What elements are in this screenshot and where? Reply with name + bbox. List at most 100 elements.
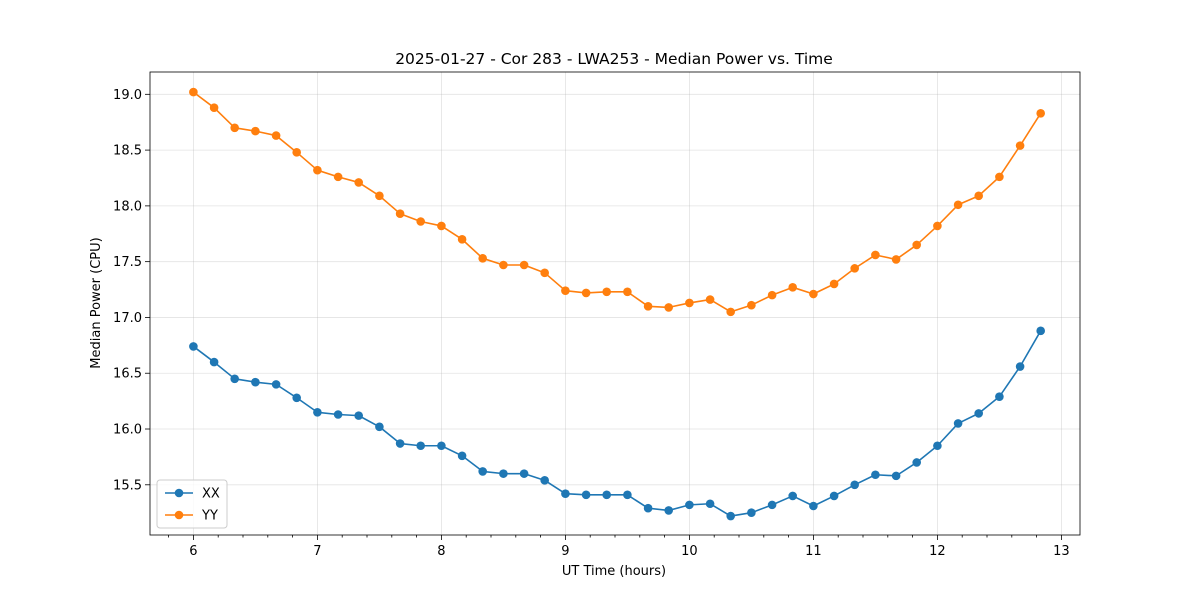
data-point-yy [705, 295, 715, 304]
y-tick-label: 18.0 [113, 199, 142, 214]
data-point-xx [664, 506, 673, 515]
data-point-xx [995, 392, 1004, 401]
x-tick-label: 12 [929, 544, 946, 559]
x-tick-label: 7 [313, 544, 321, 559]
data-point-xx [416, 441, 425, 451]
data-point-xx [395, 439, 405, 448]
data-point-xx [685, 500, 694, 510]
data-point-xx [313, 407, 322, 417]
data-point-xx [933, 441, 942, 451]
data-point-xx [643, 503, 653, 513]
y-tick-label: 17.5 [113, 255, 142, 270]
data-point-yy [747, 300, 756, 310]
data-point-xx [375, 422, 384, 432]
legend-label-yy: YY [201, 509, 218, 524]
data-point-yy [271, 131, 281, 140]
data-point-xx [891, 471, 901, 481]
data-point-xx [953, 419, 963, 428]
data-point-yy [788, 283, 797, 292]
axis-ticks: 6 7 8 9 10 11 12 13 15.5 16.0 16.5 17.0 17.5 18.0 18.5… [113, 88, 1070, 559]
data-point-xx [1036, 326, 1045, 336]
x-tick-label: 13 [1053, 544, 1070, 559]
data-point-yy [333, 172, 343, 182]
data-point-yy [375, 191, 384, 201]
y-tick-label: 16.5 [113, 367, 142, 382]
series-yy [189, 87, 1045, 317]
data-point-yy [416, 217, 425, 226]
data-point-yy [829, 279, 839, 289]
data-point-xx [251, 377, 260, 387]
data-point-xx [230, 374, 239, 384]
data-point-xx [705, 499, 715, 509]
data-point-yy [891, 255, 901, 264]
legend-box [156, 479, 228, 529]
data-point-xx [581, 490, 591, 500]
data-point-yy [209, 103, 219, 113]
data-point-yy [478, 254, 487, 263]
y-tick-label: 16.0 [113, 423, 142, 438]
data-point-xx [747, 508, 756, 517]
x-tick-label: 11 [805, 544, 822, 559]
data-point-xx [602, 490, 611, 500]
data-point-yy [189, 87, 198, 97]
data-point-yy [912, 240, 921, 250]
x-tick-label: 10 [681, 544, 698, 559]
data-point-yy [767, 290, 777, 300]
data-point-yy [313, 165, 322, 175]
chart-title: 2025-01-27 - Cor 283 - LWA253 - Median P… [395, 50, 833, 68]
data-point-xx [189, 342, 198, 351]
y-axis-label: Median Power (CPU) [89, 237, 104, 368]
data-point-yy [974, 191, 983, 201]
y-tick-label: 17.0 [113, 311, 142, 326]
data-point-xx [478, 467, 487, 476]
data-point-yy [726, 307, 735, 317]
data-point-yy [540, 268, 549, 278]
data-point-xx [829, 491, 839, 501]
data-point-yy [561, 286, 570, 295]
legend: XX YY [156, 479, 228, 529]
y-tick-label: 18.5 [113, 144, 142, 159]
data-point-xx [354, 411, 363, 420]
legend-marker-xx [174, 488, 184, 498]
data-point-xx [850, 480, 859, 490]
data-point-yy [995, 172, 1004, 182]
data-point-yy [437, 221, 446, 231]
grid [150, 72, 1080, 535]
data-point-yy [643, 301, 653, 311]
data-point-yy [581, 288, 591, 298]
data-point-xx [333, 410, 343, 419]
data-point-xx [540, 476, 549, 485]
data-point-yy [953, 200, 963, 210]
data-point-xx [974, 409, 983, 418]
y-tick-label: 19.0 [113, 88, 142, 103]
legend-label-xx: XX [202, 487, 220, 502]
data-point-xx [623, 490, 632, 500]
data-point-yy [354, 178, 363, 187]
data-point-xx [767, 500, 777, 510]
y-tick-label: 15.5 [113, 478, 142, 493]
data-point-yy [395, 209, 405, 218]
series-xx [189, 326, 1045, 521]
data-point-xx [912, 458, 921, 467]
data-point-yy [230, 123, 239, 133]
data-point-yy [871, 250, 880, 260]
data-point-yy [685, 298, 694, 308]
data-point-xx [519, 469, 529, 478]
x-tick-label: 8 [437, 544, 445, 559]
data-point-yy [457, 235, 467, 244]
data-point-yy [1036, 108, 1045, 118]
data-point-xx [292, 393, 301, 403]
data-point-xx [457, 451, 467, 461]
data-point-xx [209, 357, 219, 367]
data-point-yy [1015, 141, 1025, 150]
data-point-xx [871, 470, 880, 480]
data-point-yy [809, 289, 818, 299]
data-point-xx [726, 511, 735, 521]
data-point-xx [271, 380, 281, 389]
data-point-yy [519, 260, 529, 270]
data-point-xx [437, 441, 446, 451]
x-tick-label: 9 [561, 544, 569, 559]
data-point-xx [788, 491, 797, 501]
data-point-xx [1015, 362, 1025, 371]
